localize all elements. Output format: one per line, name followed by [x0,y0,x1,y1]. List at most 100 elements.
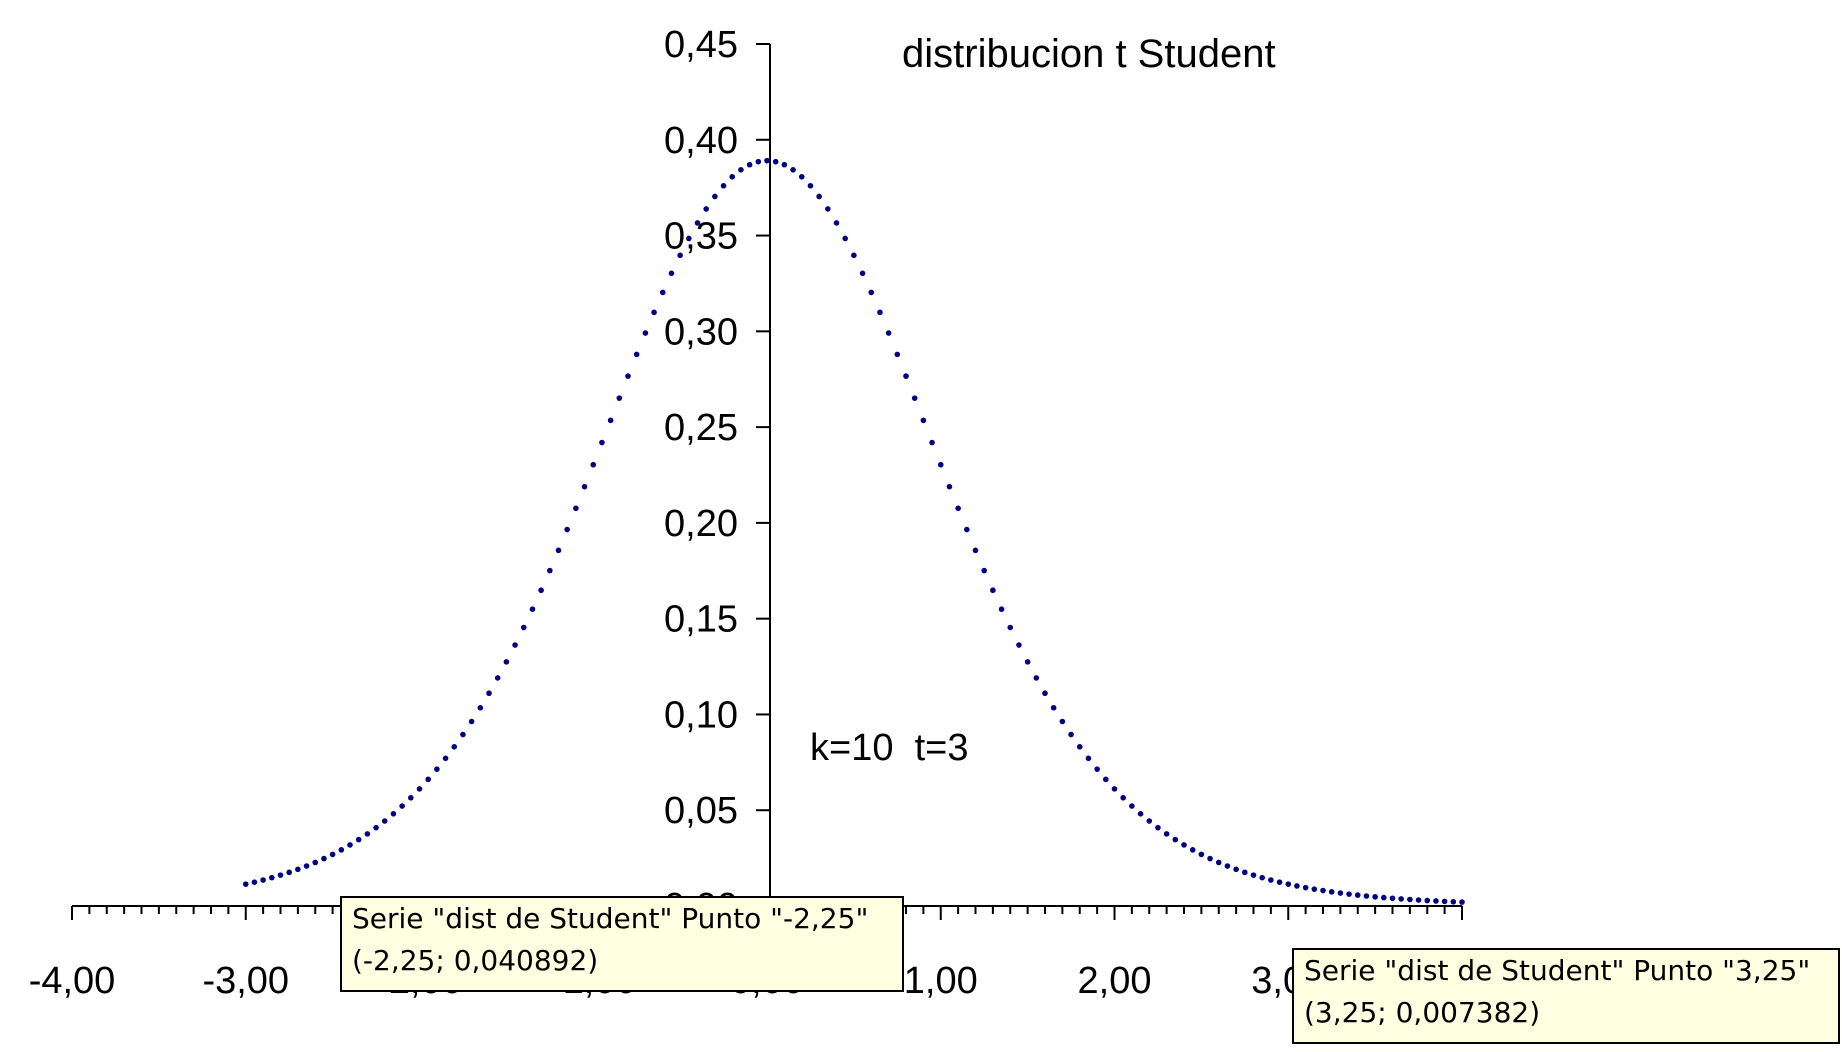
data-point[interactable] [494,675,501,681]
data-point[interactable] [851,252,857,259]
data-point[interactable] [825,206,831,212]
data-point[interactable] [520,624,527,631]
data-point[interactable] [738,167,744,173]
data-point[interactable] [1354,892,1361,898]
data-point[interactable] [1346,891,1352,897]
data-point[interactable] [1163,831,1170,837]
data-point[interactable] [581,483,588,490]
data-point[interactable] [1007,624,1014,631]
data-point[interactable] [703,206,709,212]
data-point[interactable] [1337,890,1344,896]
data-point[interactable] [1268,877,1274,883]
data-point[interactable] [651,309,657,316]
data-point[interactable] [251,879,258,885]
data-point[interactable] [607,417,614,424]
data-point[interactable] [434,766,440,772]
data-point[interactable] [1033,675,1040,681]
data-point[interactable] [1259,874,1265,881]
data-point[interactable] [408,794,414,801]
data-point[interactable] [242,881,249,887]
data-point[interactable] [1198,851,1205,858]
data-point[interactable] [590,461,597,468]
data-point[interactable] [798,174,805,180]
data-point[interactable] [1250,872,1257,878]
data-point[interactable] [1363,893,1370,899]
data-point[interactable] [512,642,518,648]
data-point[interactable] [355,836,362,843]
data-point[interactable] [972,547,979,554]
data-point[interactable] [1381,894,1387,901]
data-point[interactable] [286,869,292,876]
data-point[interactable] [329,851,336,858]
data-point[interactable] [390,811,397,817]
data-point[interactable] [1189,847,1196,853]
data-point[interactable] [729,174,736,180]
data-point[interactable] [686,235,692,242]
data-point[interactable] [1076,743,1083,750]
data-point[interactable] [1137,811,1144,817]
data-point[interactable] [538,587,544,594]
data-point[interactable] [937,461,944,468]
data-point[interactable] [929,439,935,446]
data-point[interactable] [1311,886,1318,892]
data-point[interactable] [911,395,918,401]
data-point[interactable] [946,483,953,490]
data-point[interactable] [295,866,301,873]
data-point[interactable] [877,309,883,316]
data-point[interactable] [755,158,762,165]
data-point[interactable] [1233,866,1239,873]
data-point[interactable] [1433,898,1439,904]
data-point[interactable] [772,158,779,165]
data-point[interactable] [1172,836,1179,843]
data-point[interactable] [1129,803,1135,809]
data-point[interactable] [990,587,996,594]
data-point[interactable] [1215,859,1222,866]
data-point[interactable] [303,863,310,869]
data-point[interactable] [868,289,875,296]
data-point[interactable] [981,567,987,574]
data-point[interactable] [816,193,822,200]
data-point[interactable] [781,161,788,168]
data-point[interactable] [1181,842,1187,848]
data-point[interactable] [1242,869,1248,876]
data-point[interactable] [894,351,901,358]
data-point[interactable] [842,235,848,242]
data-point[interactable] [1415,897,1422,903]
data-point[interactable] [260,877,266,883]
data-point[interactable] [833,220,840,226]
data-point[interactable] [807,182,814,189]
data-point[interactable] [442,755,449,762]
data-point[interactable] [1276,879,1283,885]
data-point[interactable] [373,824,379,831]
data-point[interactable] [964,526,970,533]
data-point[interactable] [1050,704,1057,711]
data-point[interactable] [1085,755,1092,762]
data-point[interactable] [529,606,536,612]
data-point[interactable] [764,157,770,164]
data-point[interactable] [859,270,866,277]
data-point[interactable] [1407,896,1413,903]
data-point[interactable] [321,855,327,862]
data-point[interactable] [451,743,458,750]
data-point[interactable] [564,526,570,533]
data-point[interactable] [1328,889,1335,895]
data-point[interactable] [1389,895,1396,902]
data-point[interactable] [1459,899,1465,905]
data-point[interactable] [1441,898,1448,905]
data-point[interactable] [659,289,666,296]
data-point[interactable] [885,330,892,336]
data-point[interactable] [468,718,475,725]
data-point[interactable] [1224,863,1231,869]
data-point[interactable] [1146,818,1153,824]
data-point[interactable] [1302,884,1309,891]
data-point[interactable] [1068,731,1074,738]
data-point[interactable] [1372,894,1378,900]
data-point[interactable] [746,161,753,168]
data-point[interactable] [642,330,649,336]
data-point[interactable] [920,417,927,424]
data-point[interactable] [790,167,796,173]
data-point[interactable] [547,567,553,574]
data-point[interactable] [1320,887,1326,894]
data-point[interactable] [1155,824,1161,831]
data-point[interactable] [477,704,484,711]
